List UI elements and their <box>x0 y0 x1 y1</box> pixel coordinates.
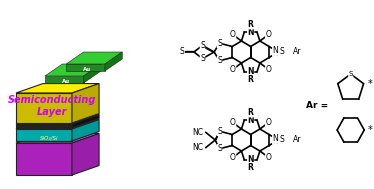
Polygon shape <box>72 84 99 123</box>
Polygon shape <box>16 84 99 93</box>
Text: *: * <box>367 79 372 89</box>
Text: Ar =: Ar = <box>306 101 328 109</box>
Text: S: S <box>279 136 284 145</box>
Text: S: S <box>180 47 185 57</box>
Text: N: N <box>248 28 254 37</box>
Text: O: O <box>266 65 271 74</box>
Text: S: S <box>200 54 205 63</box>
Polygon shape <box>66 64 105 71</box>
Text: R: R <box>248 20 254 29</box>
Text: S: S <box>349 71 353 77</box>
Text: S: S <box>217 56 222 65</box>
Text: N: N <box>273 134 278 143</box>
Polygon shape <box>72 120 99 141</box>
Text: O: O <box>266 118 271 127</box>
Text: O: O <box>230 118 236 127</box>
Text: R: R <box>248 163 254 172</box>
Text: Ar: Ar <box>292 136 301 145</box>
Text: N: N <box>248 67 254 76</box>
Text: Au: Au <box>62 79 70 84</box>
Polygon shape <box>72 134 99 175</box>
Text: S: S <box>200 41 205 50</box>
Text: S: S <box>279 47 284 57</box>
Polygon shape <box>84 64 101 83</box>
Text: R: R <box>248 108 254 117</box>
Text: N: N <box>273 137 278 146</box>
Text: N: N <box>273 49 278 58</box>
Polygon shape <box>16 129 72 141</box>
Text: O: O <box>230 30 236 39</box>
Text: Semiconducting
Layer: Semiconducting Layer <box>8 95 96 117</box>
Polygon shape <box>16 134 99 143</box>
Text: N: N <box>248 116 254 125</box>
Text: S: S <box>217 39 222 48</box>
Polygon shape <box>16 115 99 124</box>
Polygon shape <box>16 120 99 129</box>
Text: NC: NC <box>193 143 204 152</box>
Text: NC: NC <box>193 128 204 137</box>
Text: Au: Au <box>83 67 92 72</box>
Text: N: N <box>273 46 278 55</box>
Text: O: O <box>230 153 236 162</box>
Text: SiO₂/Si: SiO₂/Si <box>40 136 59 140</box>
Polygon shape <box>45 64 101 76</box>
Polygon shape <box>66 52 122 64</box>
Polygon shape <box>16 93 72 123</box>
Polygon shape <box>16 124 72 128</box>
Text: N: N <box>248 155 254 164</box>
Polygon shape <box>72 115 99 128</box>
Text: Ar: Ar <box>292 47 301 57</box>
Polygon shape <box>105 52 122 71</box>
Text: O: O <box>266 153 271 162</box>
Text: *: * <box>368 125 373 135</box>
Polygon shape <box>45 76 84 83</box>
Polygon shape <box>16 143 72 175</box>
Text: O: O <box>266 30 271 39</box>
Text: S: S <box>217 127 222 136</box>
Text: O: O <box>230 65 236 74</box>
Text: R: R <box>248 75 254 84</box>
Text: S: S <box>217 144 222 153</box>
